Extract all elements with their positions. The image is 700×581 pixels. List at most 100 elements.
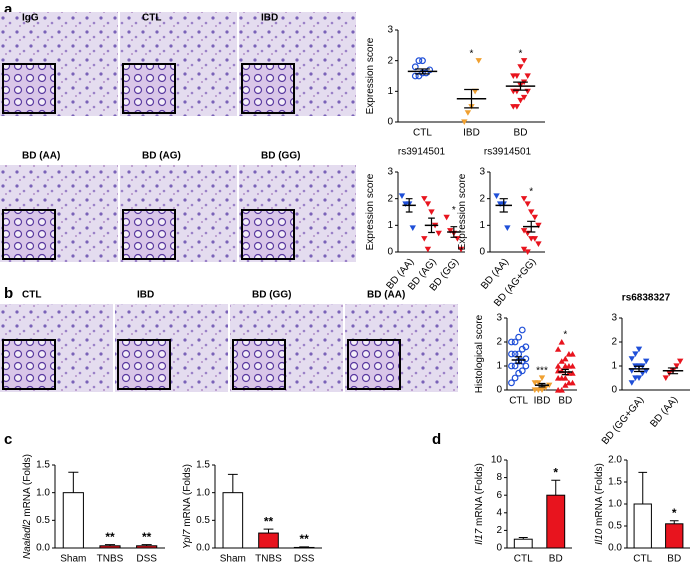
x-tick-label: BD <box>558 396 572 407</box>
x-tick-label: TNBS <box>97 554 124 565</box>
data-point <box>409 225 416 231</box>
bar <box>62 492 84 549</box>
data-point <box>520 228 528 234</box>
error-bar <box>450 226 458 238</box>
y-tick-label: 4 <box>496 507 502 518</box>
y-tick-label: 0.0 <box>36 543 50 554</box>
y-tick-label: 3 <box>611 313 617 324</box>
y-tick-label: 0 <box>387 117 393 128</box>
zoom-inset <box>122 63 176 114</box>
data-point <box>511 338 519 346</box>
y-axis-label-text: mRNA (Folds) <box>594 463 605 526</box>
y-tick-label: 1 <box>387 220 393 231</box>
y-tick-label: 2 <box>611 337 617 348</box>
data-point <box>520 196 528 202</box>
y-axis-label-text: Expression score <box>457 173 468 250</box>
x-tick-label: IBD <box>463 128 480 139</box>
data-point <box>558 387 565 393</box>
y-tick-label: 1.5 <box>608 477 622 488</box>
error-bar <box>633 365 645 373</box>
data-point <box>508 379 515 387</box>
y-tick-label: 10 <box>491 455 503 466</box>
x-tick-label: BD (GG+GA) <box>600 395 646 447</box>
data-point <box>562 375 569 381</box>
data-point <box>419 57 426 65</box>
y-axis-label: Histological score <box>474 314 485 393</box>
data-point <box>518 367 526 375</box>
zoom-inset <box>2 339 56 390</box>
y-axis-label-gene: Ypl7 <box>182 529 193 549</box>
image-label: IBD <box>261 13 278 24</box>
data-point <box>411 72 419 80</box>
panel-label: a <box>4 1 13 18</box>
error-bar <box>499 198 508 213</box>
data-point <box>517 97 524 104</box>
bar <box>222 492 244 549</box>
y-tick-label: 3 <box>496 313 502 324</box>
panel-label: d <box>432 431 441 448</box>
significance: *** <box>536 366 548 377</box>
data-point <box>569 379 576 386</box>
x-tick-label: BD <box>667 554 681 565</box>
y-tick-label: 0.0 <box>196 543 210 554</box>
error-bar <box>515 356 523 364</box>
chart-title: rs3914501 <box>484 147 532 158</box>
data-point <box>471 88 479 95</box>
error-bar <box>428 217 435 234</box>
x-tick-label: BD <box>514 128 528 139</box>
image-label: BD (AA) <box>22 151 60 162</box>
y-tick-label: 0 <box>387 247 393 258</box>
data-point <box>443 214 450 221</box>
bar <box>633 503 652 549</box>
error-bar <box>141 544 152 546</box>
data-point <box>528 209 535 215</box>
y-tick-label: 2 <box>496 337 502 348</box>
data-point <box>493 193 500 199</box>
error-bar <box>527 220 536 233</box>
zoom-inset <box>241 209 295 260</box>
zoom-inset <box>347 339 401 390</box>
data-point <box>562 355 569 362</box>
y-tick-label: 1 <box>387 86 393 97</box>
error-bar <box>561 368 569 376</box>
x-tick-label: TNBS <box>255 554 282 565</box>
y-axis-label-text: mRNA (Folds) <box>182 464 193 527</box>
data-point <box>558 339 565 345</box>
data-point <box>673 363 680 369</box>
y-tick-label: 0 <box>496 385 502 396</box>
error-bar <box>415 68 430 75</box>
y-tick-label: 2.0 <box>608 455 622 466</box>
data-point <box>508 350 515 358</box>
error-bar <box>405 198 413 213</box>
significance: ** <box>299 532 309 546</box>
image-label: BD (GG) <box>261 151 300 162</box>
significance: * <box>553 465 558 479</box>
significance: ** <box>264 514 274 528</box>
y-axis-label-text: mRNA (Folds) <box>22 454 33 517</box>
error-bar <box>227 473 238 493</box>
y-tick-label: 2 <box>387 193 393 204</box>
y-tick-label: 0.5 <box>608 521 622 532</box>
significance: ** <box>105 530 115 544</box>
significance: * <box>672 506 677 520</box>
data-point <box>415 57 423 65</box>
zoom-inset <box>232 339 286 390</box>
data-point <box>511 362 519 370</box>
data-point <box>424 246 432 253</box>
panel-label: b <box>4 285 13 302</box>
data-point <box>461 119 468 125</box>
data-point <box>513 73 521 79</box>
y-tick-label: 1.5 <box>36 460 50 471</box>
y-axis-label-gene: Il17 <box>474 528 485 545</box>
y-tick-label: 0 <box>611 385 617 396</box>
y-tick-label: 2 <box>387 55 393 66</box>
data-point <box>569 351 576 357</box>
y-axis-label: Expression score <box>365 173 376 250</box>
y-tick-label: 1.0 <box>36 487 50 498</box>
x-tick-label: CTL <box>633 554 652 565</box>
data-point <box>504 225 511 231</box>
data-point <box>635 346 643 353</box>
data-point <box>522 355 530 363</box>
y-tick-label: 1.0 <box>196 487 210 498</box>
